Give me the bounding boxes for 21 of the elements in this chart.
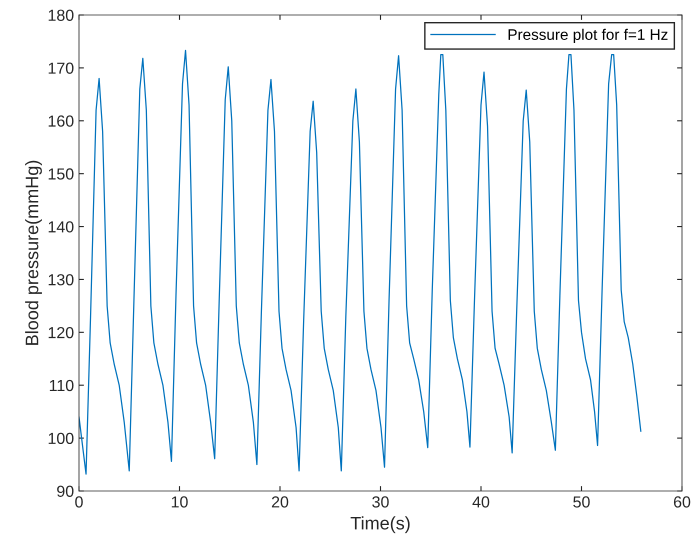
x-tick-label: 30 bbox=[372, 496, 389, 508]
y-tick-label: 120 bbox=[48, 326, 74, 338]
legend-label: Pressure plot for f=1 Hz bbox=[508, 28, 668, 43]
x-tick-label: 10 bbox=[172, 496, 188, 508]
y-tick-label: 130 bbox=[48, 274, 74, 286]
y-tick-label: 90 bbox=[57, 486, 74, 497]
x-axis-title: Time(s) bbox=[350, 516, 410, 534]
x-tick-label: 60 bbox=[674, 496, 690, 508]
y-tick-label: 170 bbox=[48, 62, 74, 74]
y-tick-label: 180 bbox=[48, 10, 74, 21]
y-tick-label: 160 bbox=[48, 115, 74, 127]
y-tick-label: 140 bbox=[48, 221, 74, 232]
x-tick-label: 50 bbox=[573, 496, 590, 508]
x-tick-label: 20 bbox=[272, 496, 288, 508]
y-tick-label: 110 bbox=[50, 380, 74, 392]
line-series bbox=[79, 50, 642, 475]
x-tick-label: 40 bbox=[472, 496, 490, 508]
y-tick-label: 150 bbox=[48, 168, 74, 180]
x-tick-label: 0 bbox=[75, 496, 83, 508]
y-tick-label: 100 bbox=[48, 432, 74, 444]
y-axis-title: Blood pressure(mmHg) bbox=[25, 160, 42, 345]
